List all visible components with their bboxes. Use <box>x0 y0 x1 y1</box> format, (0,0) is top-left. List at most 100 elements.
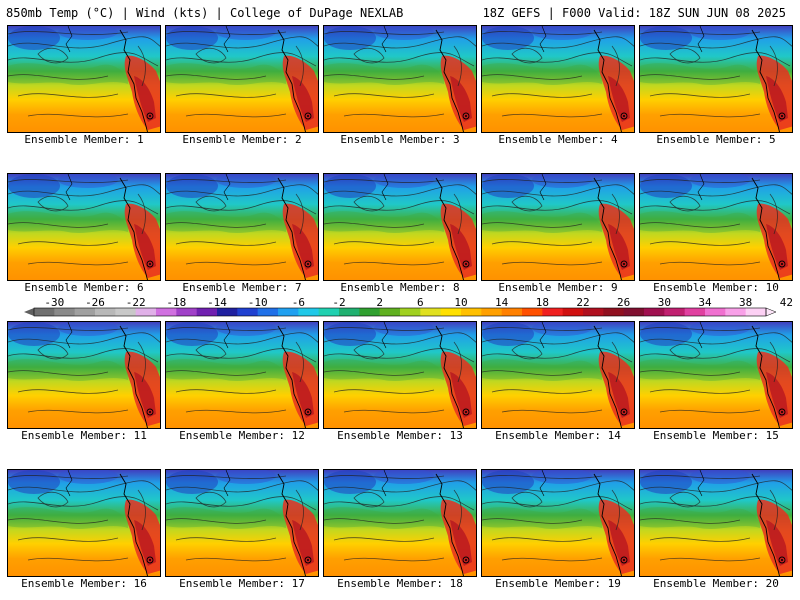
member-label: Ensemble Member: 13 <box>337 429 463 442</box>
legend-tick-label: 2 <box>376 298 383 309</box>
temperature-map <box>8 174 160 280</box>
member-map-panel <box>639 321 793 429</box>
temperature-map <box>166 174 318 280</box>
temperature-map <box>324 470 476 576</box>
member-map-panel <box>165 321 319 429</box>
member-map-panel <box>7 173 161 281</box>
legend-color-segment <box>664 308 686 316</box>
temperature-map <box>324 174 476 280</box>
temperature-map <box>482 470 634 576</box>
legend-tick-label: 30 <box>658 298 671 309</box>
legend-tick-label: 10 <box>454 298 467 309</box>
member-map-panel <box>165 25 319 133</box>
legend-tick-label: 26 <box>617 298 630 309</box>
legend-tick-label: -6 <box>292 298 305 309</box>
temperature-map <box>8 26 160 132</box>
legend-color-segment <box>257 308 279 316</box>
temperature-map <box>482 174 634 280</box>
temperature-map <box>640 26 792 132</box>
member-label: Ensemble Member: 14 <box>495 429 621 442</box>
legend-tick-label: -2 <box>332 298 345 309</box>
member-label: Ensemble Member: 6 <box>24 281 144 294</box>
legend-color-segment <box>745 308 767 316</box>
temperature-map <box>640 470 792 576</box>
temperature-map <box>324 322 476 428</box>
legend-tick-label: -18 <box>166 298 186 309</box>
header: 850mb Temp (°C) | Wind (kts) | College o… <box>0 0 800 24</box>
color-legend: -30 -26 -22 -18 -14 -10 -6 -2 2 6 10 14 18 22 26 30 34 38… <box>0 296 800 318</box>
legend-color-segment <box>623 308 645 316</box>
run-info: 18Z GEFS | F000 Valid: 18Z SUN JUN 08 20… <box>482 6 786 20</box>
member-map-panel <box>7 25 161 133</box>
member-map-panel <box>165 173 319 281</box>
member-map-panel <box>639 25 793 133</box>
legend-color-segment <box>217 308 238 316</box>
legend-color-segment <box>440 308 462 316</box>
temperature-map <box>166 26 318 132</box>
temperature-map <box>324 26 476 132</box>
member-map-panel <box>323 173 477 281</box>
temperature-map <box>640 322 792 428</box>
legend-color-segment <box>420 308 442 316</box>
legend-color-segment <box>156 308 177 316</box>
member-label: Ensemble Member: 4 <box>498 133 618 146</box>
member-label: Ensemble Member: 7 <box>182 281 302 294</box>
member-label: Ensemble Member: 8 <box>340 281 460 294</box>
legend-color-segment <box>196 308 218 316</box>
legend-color-segment <box>359 308 381 316</box>
legend-tick-label: 14 <box>495 298 509 309</box>
legend-color-segment <box>379 308 401 316</box>
member-label: Ensemble Member: 18 <box>337 577 463 590</box>
member-label: Ensemble Member: 3 <box>340 133 460 146</box>
legend-color-segment <box>34 308 55 316</box>
legend-color-segment <box>644 308 665 316</box>
member-label: Ensemble Member: 20 <box>653 577 779 590</box>
member-label: Ensemble Member: 16 <box>21 577 147 590</box>
legend-color-segment <box>339 308 360 316</box>
member-map-panel <box>481 321 635 429</box>
legend-tick-label: -22 <box>126 298 146 309</box>
product-title: 850mb Temp (°C) | Wind (kts) | College o… <box>6 6 404 20</box>
member-map-panel <box>7 321 161 429</box>
member-label: Ensemble Member: 12 <box>179 429 305 442</box>
member-map-panel <box>323 321 477 429</box>
legend-color-segment <box>583 308 604 316</box>
legend-color-segment <box>176 308 198 316</box>
legend-color-segment <box>522 308 543 316</box>
temperature-map <box>482 322 634 428</box>
legend-tick-label: 34 <box>698 298 712 309</box>
legend-color-segment <box>54 308 76 316</box>
legend-color-segment <box>74 308 96 316</box>
member-map-panel <box>639 173 793 281</box>
member-label: Ensemble Member: 19 <box>495 577 621 590</box>
legend-color-segment <box>705 308 726 316</box>
member-map-panel <box>481 173 635 281</box>
member-label: Ensemble Member: 15 <box>653 429 779 442</box>
legend-color-segment <box>400 308 421 316</box>
member-map-panel <box>323 469 477 577</box>
member-map-panel <box>165 469 319 577</box>
legend-color-segment <box>298 308 320 316</box>
legend-color-segment <box>237 308 259 316</box>
legend-color-segment <box>501 308 523 316</box>
legend-color-segment <box>542 308 564 316</box>
temperature-map <box>8 322 160 428</box>
legend-color-segment <box>135 308 157 316</box>
legend-tick-label: -26 <box>85 298 105 309</box>
legend-color-segment <box>603 308 625 316</box>
legend-color-segment <box>562 308 584 316</box>
member-label: Ensemble Member: 11 <box>21 429 147 442</box>
legend-tick-label: -30 <box>44 298 64 309</box>
member-label: Ensemble Member: 17 <box>179 577 305 590</box>
member-label: Ensemble Member: 5 <box>656 133 776 146</box>
temperature-map <box>166 322 318 428</box>
member-map-panel <box>481 25 635 133</box>
member-label: Ensemble Member: 1 <box>24 133 144 146</box>
legend-color-segment <box>115 308 137 316</box>
legend-tick-label: 38 <box>739 298 752 309</box>
legend-tick-label: 6 <box>417 298 424 309</box>
legend-tick-label: -10 <box>248 298 268 309</box>
legend-tick-label: 42 <box>780 298 793 309</box>
legend-tick-label: 18 <box>536 298 549 309</box>
temperature-map <box>166 470 318 576</box>
